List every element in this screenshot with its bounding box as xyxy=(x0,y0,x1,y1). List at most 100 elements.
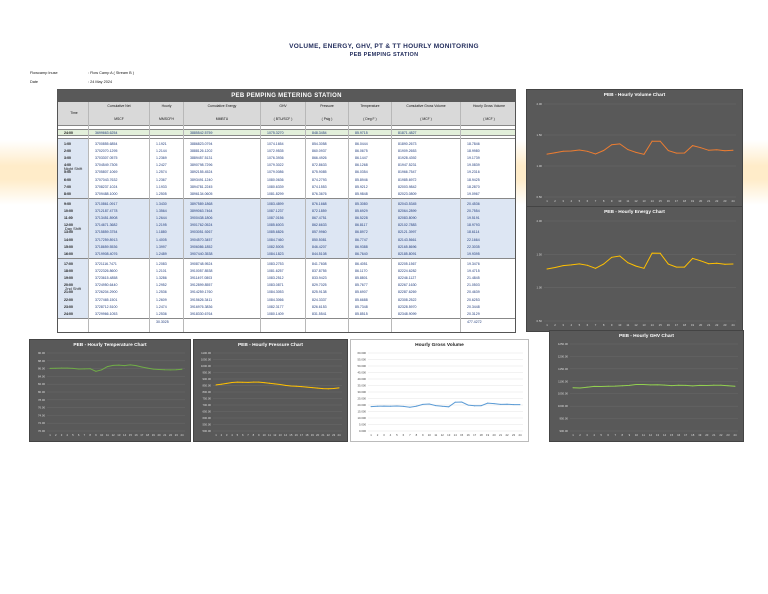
column-divider xyxy=(391,102,392,332)
flowcamp-label: Flowcamp Inuse xyxy=(30,71,58,75)
x-tick-label: 14 xyxy=(284,433,288,437)
x-tick-label: 5 xyxy=(579,323,581,327)
cell-pressure: 825.9138 xyxy=(312,290,327,295)
x-tick-label: 19 xyxy=(311,433,315,437)
cell-hourly: 1.2083 xyxy=(156,262,167,266)
cell-ghv: 1082.5005 xyxy=(267,244,284,249)
report-title: VOLUME, ENERGY, GHV, PT & TT HOURLY MONI… xyxy=(289,43,479,50)
x-tick-label: 23 xyxy=(175,433,179,437)
header-hourly-gross-unit: ( MCF ) xyxy=(483,117,495,121)
data-point xyxy=(659,252,661,254)
cell-cum-energy: 3896134.0605 xyxy=(190,191,213,196)
data-point xyxy=(642,384,644,386)
cell-temperature: 86.4051 xyxy=(355,262,368,266)
cell-pressure: 874.2793 xyxy=(312,177,327,182)
cell-cum-gross: 81890.2673 xyxy=(398,142,417,146)
x-tick-label: 12 xyxy=(112,433,116,437)
y-tick-label: 55.000 xyxy=(357,358,366,362)
cell-cum-energy: 3910057.8538 xyxy=(190,269,213,274)
cell-hourly: 1.2644 xyxy=(156,216,167,221)
data-point xyxy=(441,405,443,407)
data-point xyxy=(667,263,669,265)
cell-hourly: 1.2536 xyxy=(156,290,167,295)
header-time: Time xyxy=(70,111,78,115)
y-tick-label: 70.00 xyxy=(38,429,45,433)
x-tick-label: 6 xyxy=(607,433,609,437)
x-tick-label: 21 xyxy=(707,323,711,327)
data-point xyxy=(706,384,708,386)
data-point xyxy=(692,385,694,387)
cell-ghv: 1083.2753 xyxy=(267,262,284,266)
x-tick-label: 18 xyxy=(305,433,309,437)
data-point xyxy=(657,384,659,386)
cell-time: 9:00 xyxy=(64,202,72,206)
x-tick-label: 12 xyxy=(649,433,653,437)
cell-time: 16:00 xyxy=(64,251,73,256)
cell-hourly: 1.2489 xyxy=(156,251,167,256)
cell-cum-net: 3705807.1069 xyxy=(95,170,118,175)
data-point xyxy=(675,152,677,154)
y-tick-label: 88.00 xyxy=(38,359,45,363)
flowcamp-value: : Flow Camp A ( Stream B ) xyxy=(88,71,134,75)
y-tick-label: 900.00 xyxy=(559,429,568,433)
x-tick-label: 24 xyxy=(180,433,184,437)
cell-pressure: 876.1668 xyxy=(312,202,327,206)
data-point xyxy=(562,150,564,152)
cell-time: 18:00 xyxy=(64,269,73,274)
data-point xyxy=(72,367,74,369)
cell-hourly: 1.3997 xyxy=(156,244,167,249)
shift-label: 2nd Shift xyxy=(65,286,81,291)
data-point xyxy=(376,405,378,407)
data-point xyxy=(106,366,108,368)
data-point xyxy=(467,404,469,406)
x-tick-label: 15 xyxy=(289,433,293,437)
data-point xyxy=(678,384,680,386)
cell-pressure: 854.3058 xyxy=(312,142,327,146)
x-tick-label: 8 xyxy=(253,433,255,437)
data-point xyxy=(60,367,62,369)
chart-svg: 60.00055.00050.00045.00040.00035.00030.0… xyxy=(357,351,523,437)
x-tick-label: 3 xyxy=(383,433,385,437)
cell-hourly: 1.1921 xyxy=(156,142,167,146)
x-tick-label: 12 xyxy=(441,433,445,437)
cell-time: 19:00 xyxy=(64,276,73,281)
cell-temperature: 86.0354 xyxy=(355,170,368,175)
data-point xyxy=(621,385,623,387)
y-tick-label: 2.00 xyxy=(537,102,543,106)
x-tick-label: 14 xyxy=(651,199,655,203)
data-point xyxy=(692,257,694,259)
data-point xyxy=(519,404,521,406)
chart-title: PEB - Hourly Temperature Chart xyxy=(73,343,147,348)
data-point xyxy=(671,385,673,387)
data-point xyxy=(683,266,685,268)
header-cum-energy: Cumulative Energy xyxy=(207,104,237,108)
cell-temperature: 85.6929 xyxy=(355,209,368,214)
data-point xyxy=(215,384,217,386)
y-tick-label: 40.000 xyxy=(357,377,366,381)
x-tick-label: 20 xyxy=(699,199,703,203)
header-cum-net-unit: MSCF xyxy=(114,117,124,121)
cell-hourly-gross: 19.0839 xyxy=(467,163,480,168)
data-point xyxy=(614,385,616,387)
series-line xyxy=(572,384,736,389)
cell-time: 20:00 xyxy=(64,283,73,288)
cell-hourly: 1.3286 xyxy=(156,276,167,281)
data-point xyxy=(89,368,91,370)
cell-pressure: 860.0937 xyxy=(312,149,327,154)
x-tick-label: 22 xyxy=(327,433,331,437)
data-point xyxy=(301,386,303,388)
data-point xyxy=(389,405,391,407)
cell-time: 15:00 xyxy=(64,244,73,249)
totals-row: 30.3025 477.4272 xyxy=(58,318,515,332)
x-tick-label: 11 xyxy=(642,433,645,437)
data-point xyxy=(279,383,281,385)
cell-cum-net: 3712187.4778 xyxy=(95,209,118,214)
cell-pressure: 850.5081 xyxy=(312,237,327,242)
y-tick-label: 0.000 xyxy=(359,429,366,433)
cell-pressure: 872.1859 xyxy=(312,209,327,214)
cell-temperature: 85.9212 xyxy=(355,184,368,189)
cell-hourly-gross: 19.0967 xyxy=(467,191,480,196)
cell-temperature: 86.5228 xyxy=(355,216,368,221)
cell-ghv: 1081.6257 xyxy=(267,269,284,274)
data-point xyxy=(619,143,621,145)
